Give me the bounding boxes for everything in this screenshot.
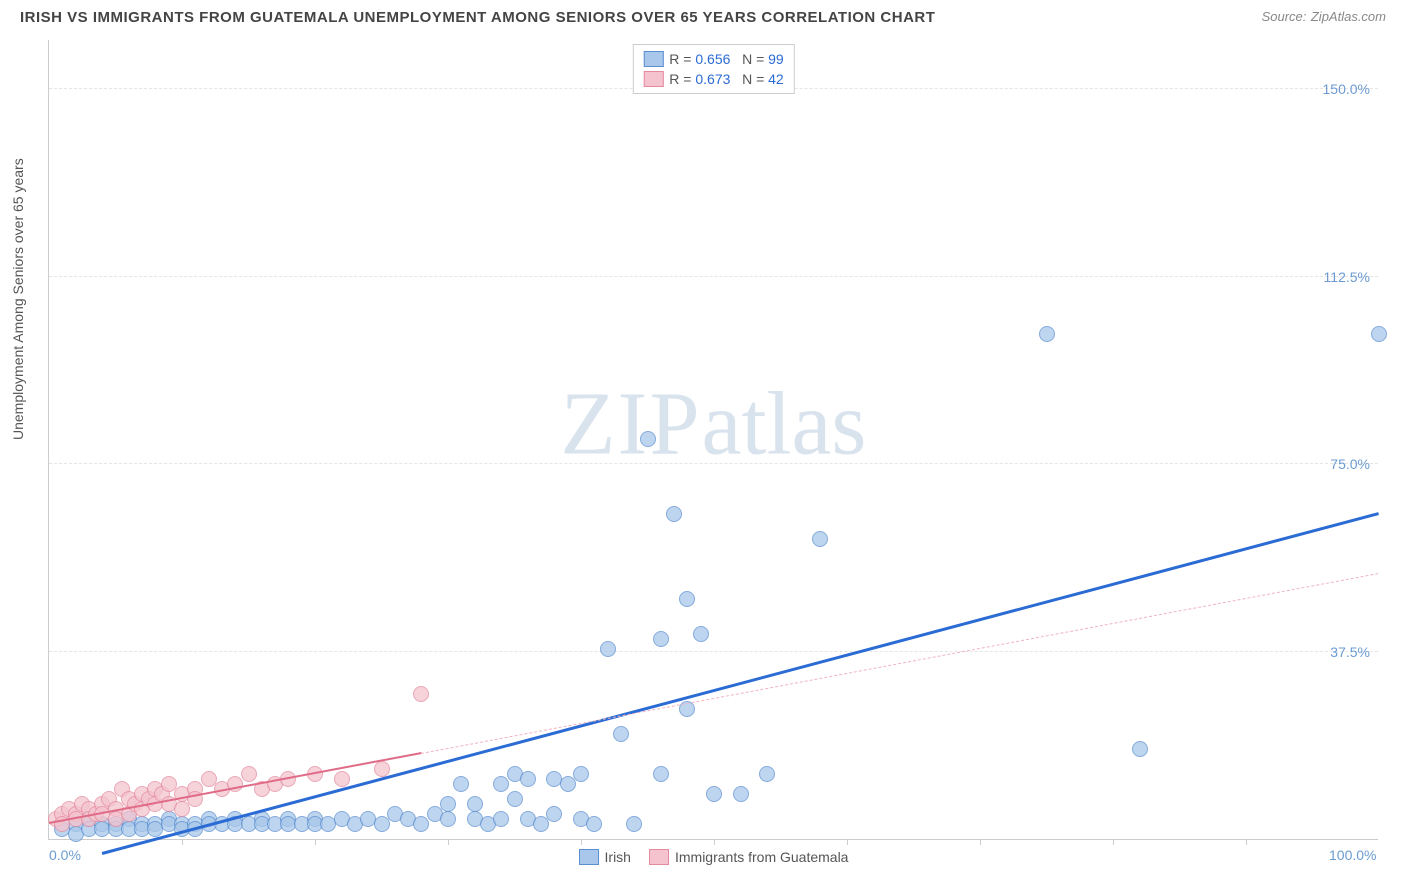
grid-line [49,276,1378,277]
trend-line [102,512,1379,854]
data-point [706,786,722,802]
legend-label: Immigrants from Guatemala [675,849,849,865]
x-tick [182,839,183,845]
x-tick [1113,839,1114,845]
data-point [1371,326,1387,342]
y-tick-label: 150.0% [1323,81,1370,97]
data-point [759,766,775,782]
legend-stats: R = 0.656 N = 99 [669,51,783,67]
data-point [666,506,682,522]
data-point [520,771,536,787]
chart-title: IRISH VS IMMIGRANTS FROM GUATEMALA UNEMP… [20,9,935,26]
data-point [586,816,602,832]
data-point [733,786,749,802]
y-tick-label: 75.0% [1330,456,1370,472]
source-attribution: Source: ZipAtlas.com [1262,8,1386,26]
data-point [640,431,656,447]
x-tick [448,839,449,845]
data-point [413,686,429,702]
legend-row: R = 0.673 N = 42 [643,69,783,89]
data-point [546,806,562,822]
data-point [613,726,629,742]
legend-swatch [579,849,599,865]
data-point [467,796,483,812]
legend-swatch [643,51,663,67]
data-point [174,801,190,817]
data-point [374,816,390,832]
x-tick [315,839,316,845]
data-point [334,771,350,787]
legend-swatch [643,71,663,87]
data-point [374,761,390,777]
x-tick [980,839,981,845]
data-point [533,816,549,832]
data-point [413,816,429,832]
data-point [626,816,642,832]
legend-swatch [649,849,669,865]
grid-line [49,651,1378,652]
legend-row: R = 0.656 N = 99 [643,49,783,69]
scatter-chart: ZIPatlas 37.5%75.0%112.5%150.0%0.0%100.0… [48,40,1378,840]
watermark: ZIPatlas [561,372,867,475]
data-point [693,626,709,642]
data-point [560,776,576,792]
data-point [600,641,616,657]
correlation-legend: R = 0.656 N = 99 R = 0.673 N = 42 [632,44,794,94]
data-point [679,591,695,607]
data-point [453,776,469,792]
x-tick-label: 0.0% [49,847,81,863]
x-tick-label: 100.0% [1329,847,1376,863]
legend-label: Irish [605,849,631,865]
data-point [493,811,509,827]
data-point [440,811,456,827]
data-point [507,791,523,807]
x-tick [581,839,582,845]
data-point [440,796,456,812]
data-point [241,766,257,782]
y-tick-label: 37.5% [1330,644,1370,660]
x-tick [1246,839,1247,845]
trend-line [421,573,1379,754]
data-point [573,766,589,782]
data-point [812,531,828,547]
x-tick [714,839,715,845]
y-tick-label: 112.5% [1324,269,1370,285]
data-point [1132,741,1148,757]
legend-item: Irish [579,849,631,865]
data-point [1039,326,1055,342]
legend-stats: R = 0.673 N = 42 [669,71,783,87]
y-axis-label: Unemployment Among Seniors over 65 years [10,158,26,440]
grid-line [49,463,1378,464]
legend-item: Immigrants from Guatemala [649,849,849,865]
x-tick [847,839,848,845]
data-point [653,766,669,782]
series-legend: Irish Immigrants from Guatemala [579,849,849,865]
data-point [493,776,509,792]
data-point [653,631,669,647]
